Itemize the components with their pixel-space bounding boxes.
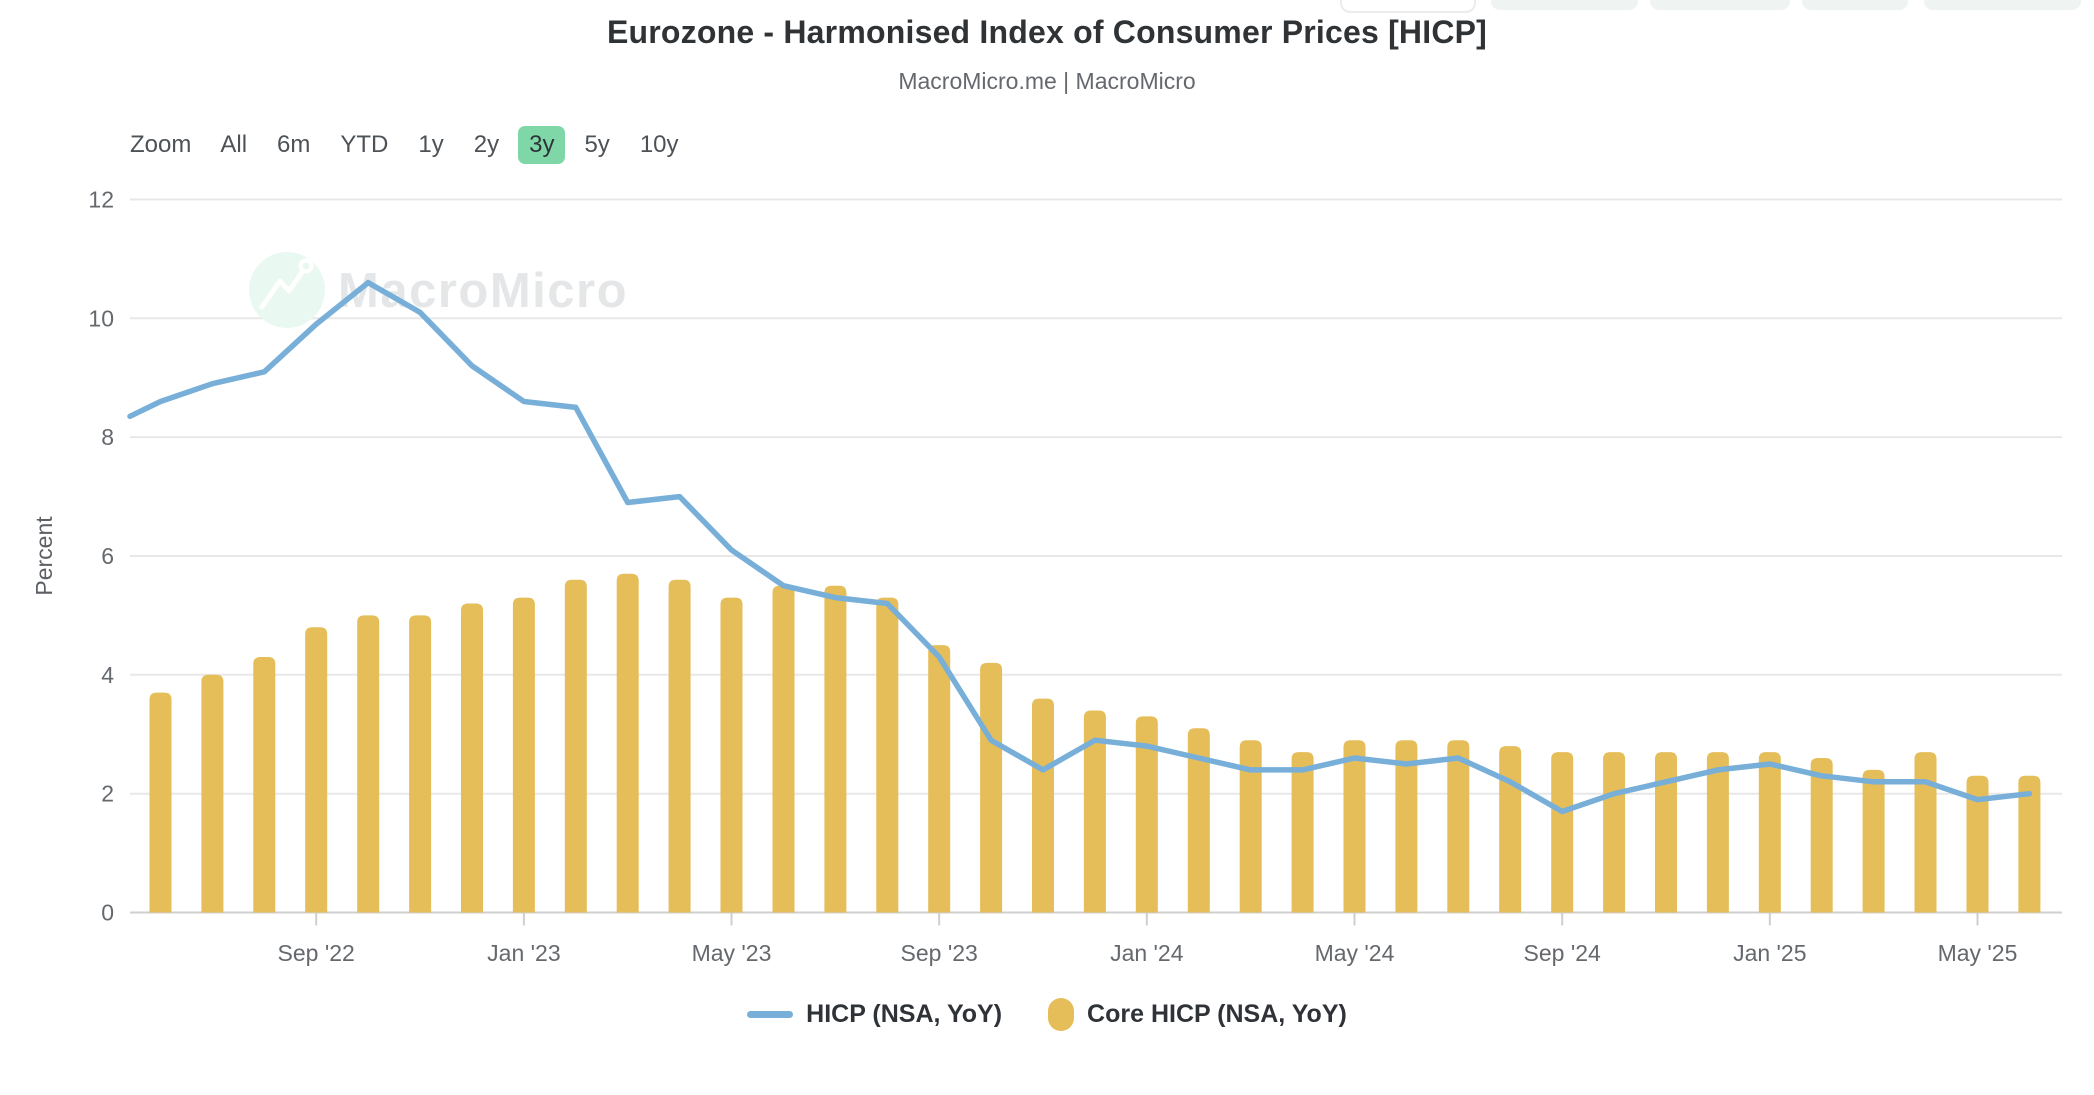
bar-core-hicp bbox=[201, 674, 224, 913]
range-button-10y[interactable]: 10y bbox=[629, 126, 690, 164]
bar-core-hicp bbox=[668, 579, 691, 913]
svg-text:Jan '23: Jan '23 bbox=[487, 940, 560, 966]
bar-core-hicp bbox=[1499, 746, 1522, 913]
hicp-line-swatch bbox=[747, 1011, 794, 1018]
chart-legend: HICP (NSA, YoY) Core HICP (NSA, YoY) bbox=[0, 998, 2094, 1031]
bar-core-hicp bbox=[409, 615, 432, 913]
bar-core-hicp bbox=[1758, 752, 1781, 913]
bar-core-hicp bbox=[1343, 740, 1366, 913]
cutoff-toolbar-button[interactable] bbox=[1340, 0, 1476, 13]
y-axis-title: Percent bbox=[31, 516, 57, 596]
bar-core-hicp bbox=[1032, 698, 1054, 913]
bar-core-hicp bbox=[1655, 752, 1677, 913]
cutoff-toolbar-button[interactable] bbox=[1491, 0, 1638, 10]
bar-core-hicp bbox=[253, 657, 276, 913]
bar-core-hicp bbox=[1395, 740, 1418, 913]
svg-text:May '24: May '24 bbox=[1315, 940, 1395, 966]
bar-core-hicp bbox=[1603, 752, 1626, 913]
zoom-label: Zoom bbox=[130, 131, 192, 158]
svg-text:Sep '24: Sep '24 bbox=[1524, 940, 1601, 966]
svg-text:10: 10 bbox=[88, 305, 114, 331]
legend-label-core-hicp: Core HICP (NSA, YoY) bbox=[1087, 1000, 1347, 1028]
bar-core-hicp bbox=[772, 585, 795, 913]
range-button-3y[interactable]: 3y bbox=[518, 126, 566, 164]
core-hicp-bar-swatch bbox=[1048, 998, 1075, 1031]
bar-core-hicp bbox=[1862, 769, 1885, 913]
bar-core-hicp bbox=[1083, 710, 1106, 913]
series-core-hicp-bars[interactable] bbox=[149, 573, 2041, 913]
bar-core-hicp bbox=[1447, 740, 1470, 913]
y-grid bbox=[130, 198, 2062, 914]
bar-core-hicp bbox=[564, 579, 587, 913]
range-button-all[interactable]: All bbox=[209, 126, 258, 164]
watermark: MacroMicro bbox=[249, 252, 627, 328]
cutoff-toolbar-button[interactable] bbox=[1802, 0, 1908, 10]
legend-label-hicp: HICP (NSA, YoY) bbox=[806, 1000, 1003, 1028]
bar-core-hicp bbox=[1291, 752, 1314, 913]
svg-text:May '25: May '25 bbox=[1938, 940, 2018, 966]
bar-core-hicp bbox=[616, 573, 639, 913]
bar-core-hicp bbox=[720, 597, 743, 913]
bar-core-hicp bbox=[824, 585, 847, 913]
series-hicp-line[interactable] bbox=[127, 279, 2033, 815]
bar-core-hicp bbox=[2018, 775, 2041, 913]
svg-text:0: 0 bbox=[101, 900, 114, 926]
chart-title: Eurozone - Harmonised Index of Consumer … bbox=[606, 14, 1488, 50]
range-button-1y[interactable]: 1y bbox=[407, 126, 454, 164]
bar-core-hicp bbox=[1187, 728, 1210, 913]
svg-text:Jan '25: Jan '25 bbox=[1733, 940, 1806, 966]
bar-core-hicp bbox=[1239, 740, 1262, 913]
bar-core-hicp bbox=[1706, 752, 1729, 913]
bar-core-hicp bbox=[876, 597, 899, 913]
bar-core-hicp bbox=[149, 692, 172, 913]
x-axis-ticks: Sep '22 Jan '23 May '23 Sep '23 Jan '24 May '… bbox=[278, 912, 2018, 966]
svg-text:Sep '23: Sep '23 bbox=[901, 940, 978, 966]
range-button-2y[interactable]: 2y bbox=[463, 126, 510, 164]
bar-core-hicp bbox=[1966, 775, 1989, 913]
svg-text:Jan '24: Jan '24 bbox=[1110, 940, 1184, 966]
legend-item-hicp[interactable]: HICP (NSA, YoY) bbox=[747, 1000, 1002, 1029]
svg-text:12: 12 bbox=[88, 187, 114, 213]
range-selector: Zoom All 6m YTD 1y 2y 3y 5y 10y bbox=[120, 126, 690, 164]
bar-core-hicp bbox=[1135, 716, 1158, 913]
svg-text:2: 2 bbox=[101, 781, 114, 807]
bar-core-hicp bbox=[1810, 758, 1833, 913]
bar-core-hicp bbox=[461, 603, 483, 913]
bar-core-hicp bbox=[357, 615, 380, 913]
cutoff-toolbar-button[interactable] bbox=[1924, 0, 2081, 10]
cutoff-toolbar-button[interactable] bbox=[1650, 0, 1790, 10]
svg-text:May '23: May '23 bbox=[692, 940, 772, 966]
range-button-6m[interactable]: 6m bbox=[266, 126, 321, 164]
bar-core-hicp bbox=[928, 645, 951, 913]
range-button-ytd[interactable]: YTD bbox=[329, 126, 399, 164]
bar-core-hicp bbox=[980, 662, 1003, 913]
svg-text:Sep '22: Sep '22 bbox=[278, 940, 355, 966]
chart-subtitle: MacroMicro.me | MacroMicro bbox=[898, 68, 1196, 94]
bar-core-hicp bbox=[512, 597, 535, 913]
legend-item-core-hicp[interactable]: Core HICP (NSA, YoY) bbox=[1048, 998, 1347, 1031]
bar-core-hicp bbox=[305, 627, 328, 913]
bar-core-hicp bbox=[1914, 752, 1937, 913]
bar-core-hicp bbox=[1551, 752, 1574, 913]
y-axis-labels: 0 2 4 6 8 10 12 bbox=[88, 187, 114, 926]
svg-text:4: 4 bbox=[101, 662, 114, 688]
svg-text:6: 6 bbox=[101, 543, 114, 569]
range-button-5y[interactable]: 5y bbox=[573, 126, 620, 164]
svg-text:8: 8 bbox=[101, 424, 114, 450]
